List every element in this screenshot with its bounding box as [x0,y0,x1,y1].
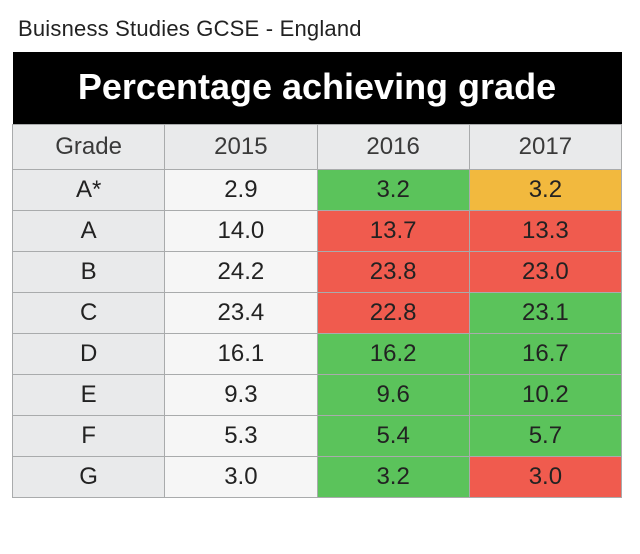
grade-label: G [13,457,165,498]
table-row: B24.223.823.0 [13,252,622,293]
grade-value: 22.8 [317,293,469,334]
grade-value: 5.3 [165,416,317,457]
grade-value: 23.1 [469,293,621,334]
grade-label: E [13,375,165,416]
grade-value: 23.4 [165,293,317,334]
table-banner: Percentage achieving grade [13,52,622,125]
grade-value: 23.0 [469,252,621,293]
grade-label: F [13,416,165,457]
grade-table: Percentage achieving grade Grade 2015 20… [12,52,622,498]
grade-value: 14.0 [165,211,317,252]
grade-value: 16.2 [317,334,469,375]
grade-value: 3.2 [317,170,469,211]
grade-value: 9.3 [165,375,317,416]
grade-value: 24.2 [165,252,317,293]
grade-label: A* [13,170,165,211]
grade-value: 3.0 [165,457,317,498]
col-grade: Grade [13,125,165,170]
table-row: A*2.93.23.2 [13,170,622,211]
grade-value: 16.1 [165,334,317,375]
table-row: C23.422.823.1 [13,293,622,334]
col-2015: 2015 [165,125,317,170]
grade-value: 5.4 [317,416,469,457]
grade-value: 3.0 [469,457,621,498]
grade-value: 10.2 [469,375,621,416]
grade-value: 13.3 [469,211,621,252]
grade-label: A [13,211,165,252]
grade-value: 3.2 [469,170,621,211]
grade-value: 9.6 [317,375,469,416]
table-row: F5.35.45.7 [13,416,622,457]
grade-label: D [13,334,165,375]
grade-value: 13.7 [317,211,469,252]
col-2017: 2017 [469,125,621,170]
page-title: Buisness Studies GCSE - England [18,16,628,42]
table-row: A14.013.713.3 [13,211,622,252]
table-row: D16.116.216.7 [13,334,622,375]
grade-value: 16.7 [469,334,621,375]
col-2016: 2016 [317,125,469,170]
grade-label: C [13,293,165,334]
table-body: A*2.93.23.2A14.013.713.3B24.223.823.0C23… [13,170,622,498]
table-row: G3.03.23.0 [13,457,622,498]
grade-value: 5.7 [469,416,621,457]
table-header-row: Grade 2015 2016 2017 [13,125,622,170]
table-row: E9.39.610.2 [13,375,622,416]
grade-value: 3.2 [317,457,469,498]
grade-value: 2.9 [165,170,317,211]
grade-value: 23.8 [317,252,469,293]
grade-label: B [13,252,165,293]
